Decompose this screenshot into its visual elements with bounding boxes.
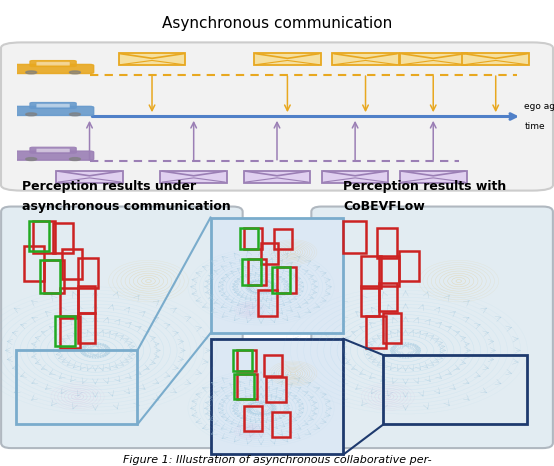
Bar <box>40 260 60 293</box>
Bar <box>237 350 256 371</box>
Circle shape <box>69 113 80 116</box>
FancyBboxPatch shape <box>30 147 76 153</box>
FancyBboxPatch shape <box>311 206 553 448</box>
Text: Perception results with: Perception results with <box>343 180 507 193</box>
FancyBboxPatch shape <box>332 53 399 65</box>
Bar <box>361 286 379 316</box>
Bar <box>243 259 261 285</box>
Text: Perception results under: Perception results under <box>22 180 196 193</box>
Bar <box>271 411 290 437</box>
FancyBboxPatch shape <box>400 53 466 65</box>
Circle shape <box>69 71 80 74</box>
Bar <box>383 314 401 343</box>
FancyBboxPatch shape <box>244 171 310 183</box>
Circle shape <box>25 71 37 74</box>
Bar <box>264 355 283 376</box>
Bar <box>211 218 343 333</box>
FancyBboxPatch shape <box>12 106 94 116</box>
Bar <box>361 256 381 288</box>
Circle shape <box>25 158 37 160</box>
Bar <box>277 267 296 293</box>
Circle shape <box>25 113 37 116</box>
Bar <box>379 256 399 286</box>
Bar <box>244 228 263 249</box>
Bar <box>377 228 397 258</box>
Bar <box>29 221 49 251</box>
FancyBboxPatch shape <box>160 171 227 183</box>
FancyBboxPatch shape <box>463 53 529 65</box>
Bar <box>366 316 386 348</box>
FancyBboxPatch shape <box>1 42 553 191</box>
Bar <box>248 259 266 285</box>
Text: asynchronous communication: asynchronous communication <box>22 200 231 213</box>
Bar <box>244 406 263 432</box>
FancyBboxPatch shape <box>12 151 94 160</box>
Bar <box>55 316 75 346</box>
FancyBboxPatch shape <box>322 171 388 183</box>
Circle shape <box>69 158 80 160</box>
FancyBboxPatch shape <box>12 64 94 74</box>
Text: Figure 1: Illustration of asynchronous collaborative per-: Figure 1: Illustration of asynchronous c… <box>122 454 432 465</box>
Text: time: time <box>524 122 545 131</box>
Bar <box>233 350 252 371</box>
Bar <box>343 221 366 254</box>
Bar <box>266 377 286 403</box>
Bar <box>44 260 64 293</box>
Bar <box>60 288 78 318</box>
Bar <box>237 374 257 399</box>
Bar <box>274 229 291 249</box>
Bar <box>78 258 98 288</box>
FancyBboxPatch shape <box>254 53 321 65</box>
Bar <box>379 283 397 311</box>
FancyBboxPatch shape <box>400 171 466 183</box>
FancyBboxPatch shape <box>1 206 243 448</box>
Text: ego agent: ego agent <box>524 102 554 111</box>
Bar <box>271 267 290 293</box>
Bar <box>16 350 137 425</box>
Bar <box>60 316 80 348</box>
FancyBboxPatch shape <box>119 53 186 65</box>
Text: CoBEVFLow: CoBEVFLow <box>343 200 425 213</box>
Bar <box>383 355 527 425</box>
FancyBboxPatch shape <box>36 62 70 66</box>
Bar <box>258 290 277 316</box>
Bar <box>53 223 73 254</box>
Bar <box>78 314 95 343</box>
FancyBboxPatch shape <box>30 103 76 109</box>
Bar <box>399 251 419 281</box>
Bar <box>211 339 343 454</box>
FancyBboxPatch shape <box>36 149 70 152</box>
Bar <box>240 228 258 249</box>
Text: Asynchronous communication: Asynchronous communication <box>162 16 392 31</box>
FancyBboxPatch shape <box>30 61 76 67</box>
Bar <box>24 247 44 281</box>
Bar <box>234 374 254 399</box>
Bar <box>261 243 278 264</box>
Bar <box>62 249 82 279</box>
Bar <box>33 221 55 254</box>
FancyBboxPatch shape <box>36 104 70 108</box>
Bar <box>78 286 95 314</box>
FancyBboxPatch shape <box>56 171 123 183</box>
